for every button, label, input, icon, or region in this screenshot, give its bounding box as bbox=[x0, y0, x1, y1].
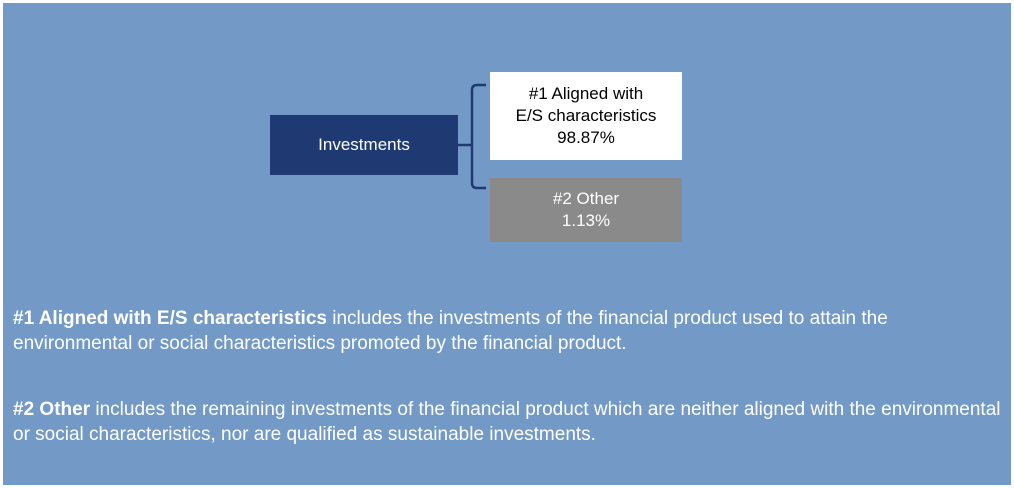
node-value: 98.87% bbox=[557, 128, 615, 147]
node-label: Investments bbox=[318, 135, 410, 154]
note-text: includes the remaining investments of th… bbox=[13, 399, 1001, 445]
node-value: 1.13% bbox=[561, 211, 611, 230]
node-label: #1 Aligned with bbox=[528, 84, 644, 103]
child-node: #2 Other 1.13% bbox=[490, 178, 682, 242]
note: #1 Aligned with E/S characteristics incl… bbox=[13, 306, 1003, 356]
note-term: #2 Other bbox=[13, 399, 91, 420]
node-label: E/S characteristics bbox=[515, 106, 657, 125]
note: #2 Other includes the remaining investme… bbox=[13, 397, 1003, 447]
panel: Investments #1 Aligned with E/S characte… bbox=[3, 3, 1011, 485]
node-label: #2 Other bbox=[552, 189, 620, 208]
child-node: #1 Aligned with E/S characteristics 98.8… bbox=[490, 72, 682, 160]
root-node: Investments bbox=[270, 115, 458, 175]
note-text: includes the investments of the financia… bbox=[13, 308, 888, 354]
note-term: #1 Aligned with E/S characteristics bbox=[13, 308, 327, 329]
